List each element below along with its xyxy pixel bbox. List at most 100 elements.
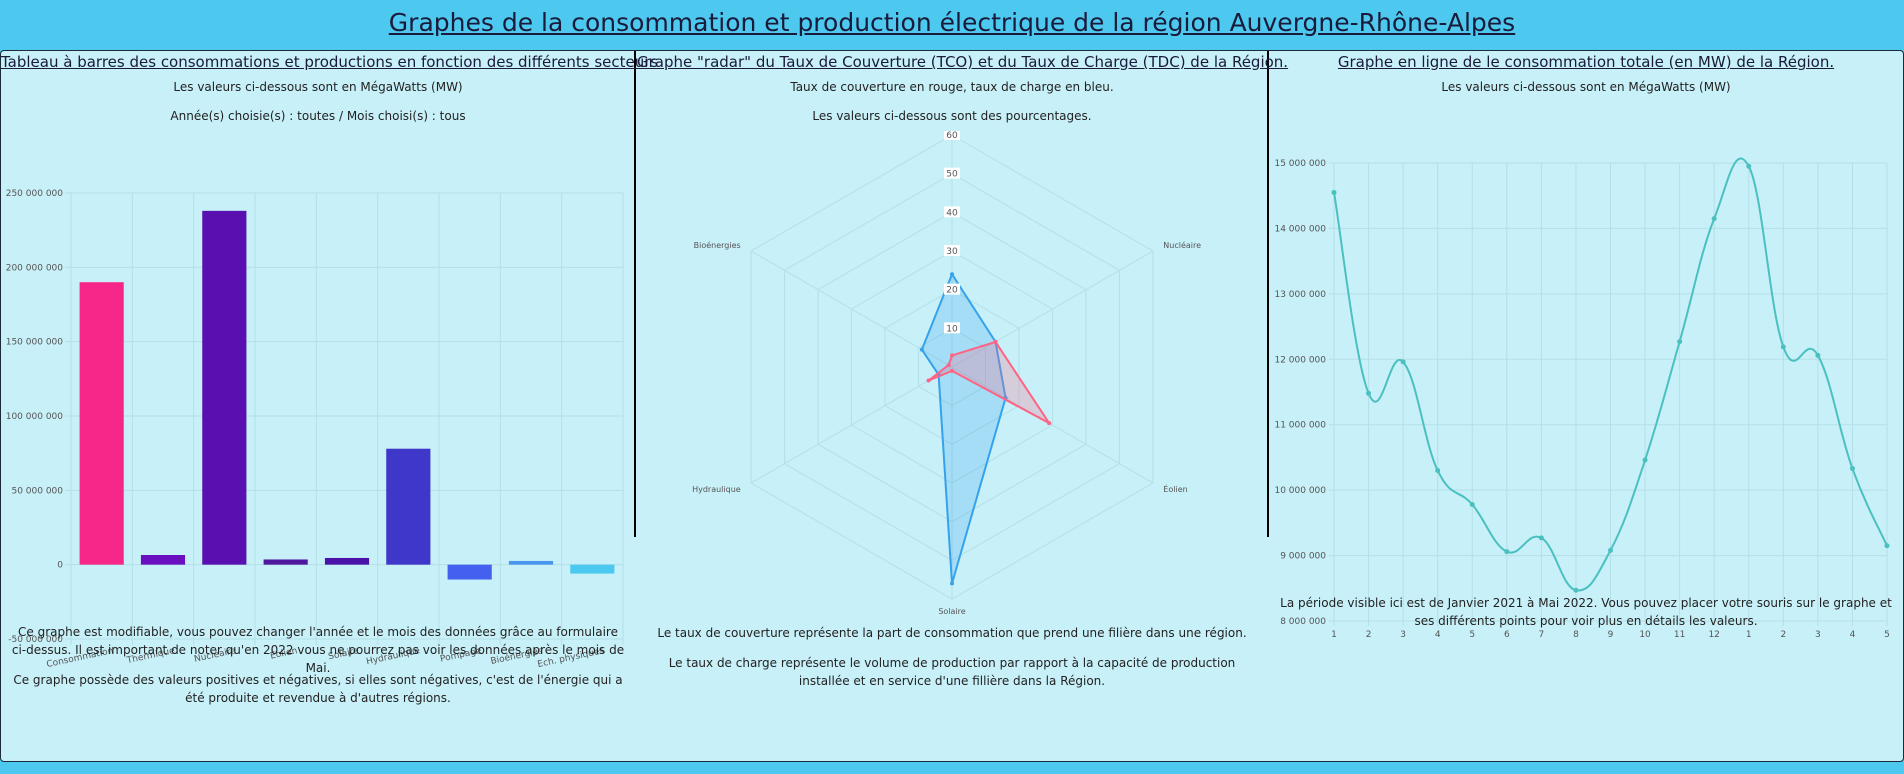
line-x-tick-label: 1 [1331,630,1337,640]
line-point [1469,502,1475,508]
line-x-tick-label: 4 [1850,630,1856,640]
radar-panel-subtitle: Taux de couverture en rouge, taux de cha… [790,80,1114,94]
radar-tick-label: 60 [946,131,958,141]
radar-point [919,347,924,352]
line-x-tick-label: 8 [1573,630,1579,640]
radar-tick-label: 20 [946,286,958,296]
radar-point [926,378,931,383]
line-point [1746,163,1752,169]
line-x-tick-label: 2 [1366,630,1372,640]
radar-axis-label: Hydraulique [692,485,741,494]
bar [202,210,247,565]
bar-y-tick-label: 50 000 000 [11,486,63,496]
bar [570,564,615,574]
line-x-tick-label: 1 [1746,630,1752,640]
line-point [1608,547,1613,553]
bar [508,560,554,565]
line-series [1333,157,1888,592]
bar-y-tick-label: 100 000 000 [6,412,64,422]
radar-axis-label: Bioénergies [694,240,741,250]
line-point [1573,587,1579,593]
bar-y-tick-label: 200 000 000 [6,263,64,273]
radar-point [993,339,998,344]
line-x-tick-label: 9 [1608,630,1614,640]
line-x-tick-label: 4 [1435,630,1441,640]
radar-point [950,353,954,358]
radar-panel-title: Graphe "radar" du Taux de Couverture (TC… [637,53,1289,71]
line-chart[interactable]: 15 000 000 14 000 000 13 000 000 12 000 000… [1269,96,1903,646]
bar-chart[interactable]: 250 000 000 200 000 000 150 000 000 100 000… [1,131,635,671]
radar-tick-label: 10 [946,324,958,334]
bar-y-tick-label: 150 000 000 [6,338,64,348]
line-point [1884,543,1890,549]
line-x-tick-label: 3 [1815,630,1821,640]
line-point [1504,549,1510,555]
radar-axis-line [750,366,953,484]
line-point [1538,535,1544,541]
line-point [1366,390,1372,396]
line-x-tick-label: 5 [1469,630,1475,640]
line-y-tick-label: 12 000 000 [1274,355,1326,365]
radar-chart[interactable]: ThermiqueNucléaireÉolienSolaireHydrauliq… [637,131,1267,631]
line-x-tick-label: 11 [1674,630,1685,640]
line-y-tick-label: 11 000 000 [1274,421,1326,431]
radar-tick-label: 30 [946,247,958,257]
line-x-tick-label: 12 [1708,630,1719,640]
line-panel-subtitle: Les valeurs ci-dessous sont en MégaWatts… [1441,80,1731,94]
line-point [1849,466,1855,472]
line-y-tick-label: 9 000 000 [1280,552,1326,562]
line-x-tick-label: 2 [1780,630,1786,640]
line-point [1642,457,1648,463]
bar [79,282,124,565]
line-y-tick-label: 10 000 000 [1274,486,1326,496]
radar-tick-backdrop [944,245,960,256]
bar [263,559,308,565]
radar-panel-subtitle-2: Les valeurs ci-dessous sont des pourcent… [812,109,1092,123]
page-title: Graphes de la consommation et production… [388,8,1516,37]
line-point [1435,468,1441,474]
radar-point [950,581,954,586]
radar-panel-note-2: Le taux de charge représente le volume d… [668,656,1236,688]
panel-divider [634,51,636,537]
bar-panel-note-1: Ce graphe est modifiable, vous pouvez ch… [11,625,625,675]
line-point [1331,189,1337,195]
line-x-tick-label: 3 [1400,630,1406,640]
radar-point [950,272,954,277]
line-x-tick-label: 6 [1504,630,1510,640]
line-x-tick-label: 7 [1539,630,1545,640]
radar-tick-label: 50 [946,170,958,180]
bar-panel-selection: Année(s) choisie(s) : toutes / Mois choi… [170,109,466,123]
line-y-tick-label: 15 000 000 [1274,159,1326,169]
radar-point [946,363,951,368]
line-point [1677,339,1683,345]
bar [140,555,186,565]
radar-point [1047,421,1052,426]
line-panel-note: La période visible ici est de Janvier 20… [1280,596,1892,628]
radar-point [950,368,954,373]
line-x-tick-label: 5 [1884,630,1890,640]
radar-axis-line [951,366,1154,484]
charts-panel: Tableau à barres des consommations et pr… [0,50,1904,762]
radar-tick-backdrop [944,322,960,334]
bar [447,564,492,580]
line-y-tick-label: 14 000 000 [1274,224,1326,234]
line-y-tick-label: 8 000 000 [1280,617,1326,627]
line-point [1711,216,1717,222]
line-x-tick-label: 10 [1639,630,1651,640]
line-point [1780,344,1786,350]
radar-panel-note-1: Le taux de couverture représente la part… [657,626,1247,640]
radar-tick-label: 40 [946,208,958,218]
line-y-tick-label: 13 000 000 [1274,290,1326,300]
radar-axis-label: Solaire [938,607,965,616]
radar-axis-line [750,250,953,368]
radar-tick-backdrop [944,283,960,295]
line-point [1815,352,1821,358]
bar-panel-title: Tableau à barres des consommations et pr… [1,53,659,71]
radar-tick-backdrop [944,131,960,140]
bar [386,448,431,565]
radar-axis-line [951,250,1154,368]
radar-tick-backdrop [944,167,960,179]
radar-axis-label: Éolien [1163,483,1187,494]
radar-axis-label: Nucléaire [1163,240,1201,250]
bar-y-tick-label: 0 [57,561,63,571]
